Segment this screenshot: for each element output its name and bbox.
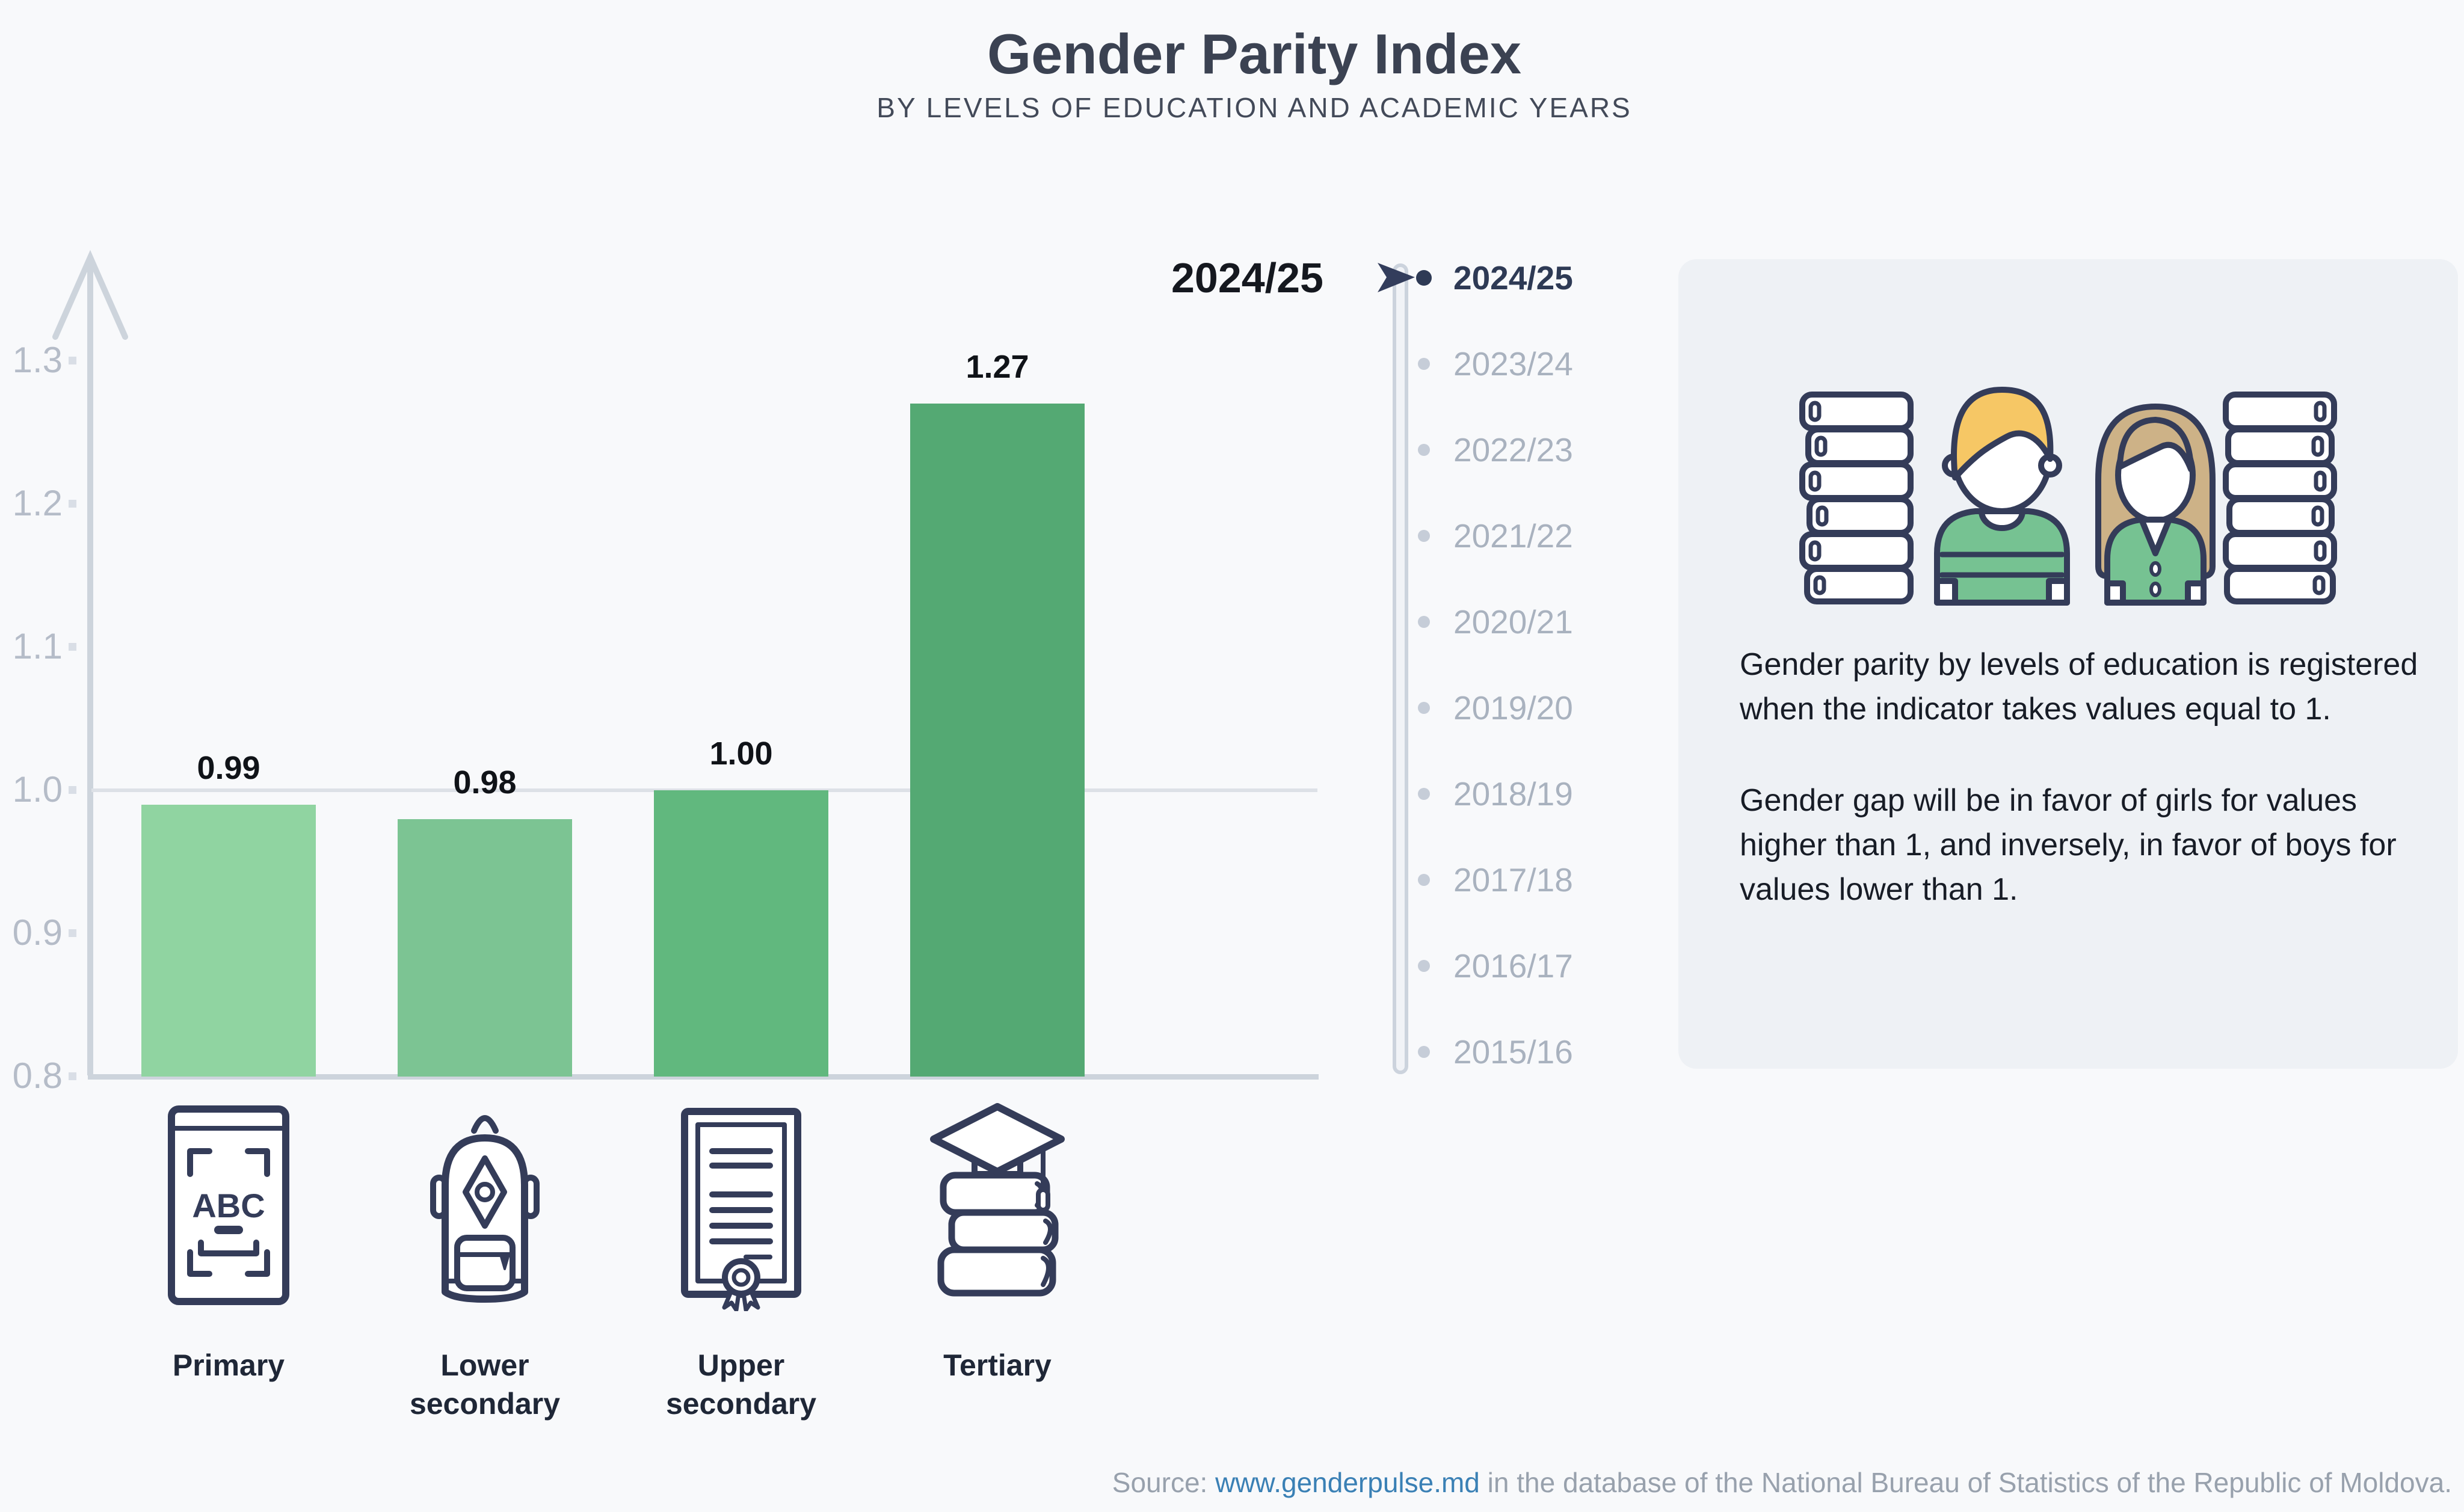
year-dot-2015-16[interactable]: [1418, 1046, 1430, 1058]
y-axis-tick-mark: [69, 500, 76, 508]
source-link[interactable]: www.genderpulse.md: [1215, 1467, 1480, 1498]
bar-tertiary[interactable]: [910, 404, 1085, 1077]
year-item-2023-24[interactable]: 2023/24: [1453, 345, 1573, 383]
y-axis-tick-mark: [69, 1072, 76, 1080]
category-label-lower-secondary: Lower secondary: [409, 1348, 561, 1421]
bar-lower-secondary[interactable]: [398, 819, 572, 1077]
graduation-books-icon: [925, 1101, 1070, 1311]
abc-book-icon: ABC: [156, 1101, 301, 1311]
y-axis-tick-label: 1.0: [12, 769, 63, 810]
bar-value-primary: 0.99: [197, 750, 260, 786]
year-dot-2024-25[interactable]: [1416, 270, 1432, 286]
year-item-2018-19[interactable]: 2018/19: [1453, 775, 1573, 813]
source-suffix: in the database of the National Bureau o…: [1479, 1467, 2452, 1498]
year-item-2021-22[interactable]: 2021/22: [1453, 517, 1573, 555]
y-axis-tick-mark: [69, 357, 76, 364]
bar-upper-secondary[interactable]: [654, 790, 828, 1077]
year-item-2016-17[interactable]: 2016/17: [1453, 947, 1573, 985]
bar-value-upper-secondary: 1.00: [709, 736, 773, 772]
year-dot-2020-21[interactable]: [1418, 616, 1430, 628]
category-label-upper-secondary: Upper secondary: [665, 1348, 817, 1421]
y-axis-tick-label: 0.8: [12, 1056, 63, 1096]
year-dot-2023-24[interactable]: [1418, 358, 1430, 370]
year-item-2022-23[interactable]: 2022/23: [1453, 431, 1573, 469]
y-axis-tick-mark: [69, 643, 76, 651]
year-dot-2018-19[interactable]: [1418, 788, 1430, 800]
year-item-2020-21[interactable]: 2020/21: [1453, 603, 1573, 641]
bar-primary[interactable]: [141, 805, 316, 1077]
source-text: Source: www.genderpulse.md in the databa…: [1112, 1466, 2452, 1499]
year-item-2024-25[interactable]: 2024/25: [1453, 259, 1573, 297]
y-axis-tick-label: 1.3: [12, 340, 63, 380]
year-dot-2019-20[interactable]: [1418, 702, 1430, 714]
y-axis-arrow-icon: [52, 250, 128, 1075]
category-label-primary: Primary: [172, 1348, 285, 1382]
y-axis-tick-label: 0.9: [12, 912, 63, 953]
x-axis-baseline: [88, 1074, 1319, 1080]
year-timeline-track[interactable]: [1393, 263, 1408, 1074]
year-dot-2017-18[interactable]: [1418, 874, 1430, 886]
page-subtitle: BY LEVELS OF EDUCATION AND ACADEMIC YEAR…: [876, 92, 1632, 123]
students-books-illustration: [1799, 387, 2337, 606]
source-prefix: Source:: [1112, 1467, 1216, 1498]
year-item-2017-18[interactable]: 2017/18: [1453, 861, 1573, 899]
abc-text: ABC: [192, 1187, 265, 1225]
year-dot-2022-23[interactable]: [1418, 444, 1430, 456]
bar-value-tertiary: 1.27: [966, 349, 1029, 385]
y-axis-tick-label: 1.1: [12, 626, 63, 666]
info-paragraph-2: Gender gap will be in favor of girls for…: [1740, 783, 2397, 907]
year-item-2015-16[interactable]: 2015/16: [1453, 1033, 1573, 1071]
category-label-tertiary: Tertiary: [943, 1348, 1052, 1382]
y-axis-tick-mark: [69, 786, 76, 794]
page-title: Gender Parity Index: [987, 22, 1522, 85]
certificate-icon: [669, 1101, 813, 1312]
year-dot-2021-22[interactable]: [1418, 530, 1430, 542]
selected-year-label: 2024/25: [1171, 254, 1323, 301]
bar-value-lower-secondary: 0.98: [453, 764, 517, 801]
backpack-icon: [413, 1101, 557, 1311]
info-text: Gender parity by levels of education is …: [1740, 642, 2438, 912]
y-axis-tick-label: 1.2: [12, 483, 63, 523]
year-dot-2016-17[interactable]: [1418, 960, 1430, 972]
info-paragraph-1: Gender parity by levels of education is …: [1740, 647, 2418, 727]
y-axis-tick-mark: [69, 929, 76, 937]
year-item-2019-20[interactable]: 2019/20: [1453, 689, 1573, 727]
year-cursor-icon[interactable]: [1378, 263, 1416, 294]
